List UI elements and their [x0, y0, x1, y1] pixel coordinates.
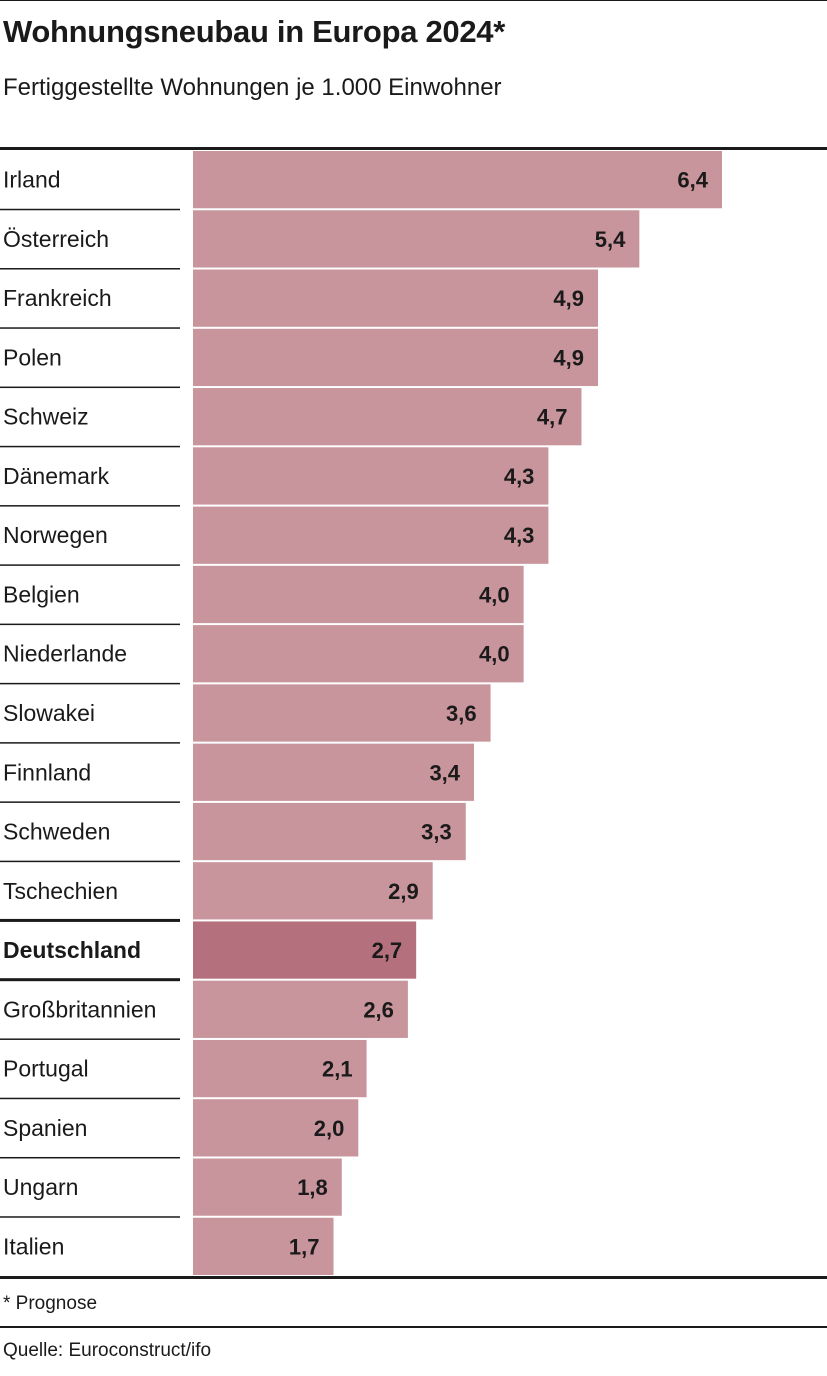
category-label: Irland [3, 167, 61, 193]
value-label: 2,0 [314, 1116, 345, 1141]
row-separator [0, 386, 180, 389]
row-separator [0, 918, 180, 922]
row-separator [0, 1156, 180, 1159]
bar-italien [193, 1217, 334, 1275]
category-label: Portugal [3, 1056, 89, 1082]
category-label: Deutschland [3, 937, 141, 963]
value-label: 3,6 [446, 701, 477, 726]
value-label: 3,4 [429, 760, 460, 785]
row-separator [0, 742, 180, 744]
category-label: Frankreich [3, 285, 112, 311]
row-separator [0, 327, 180, 329]
value-label: 1,7 [289, 1234, 320, 1259]
value-label: 5,4 [595, 227, 626, 252]
category-label: Schweiz [3, 404, 89, 430]
category-label: Polen [3, 344, 62, 370]
bar-deutschland [193, 921, 417, 979]
category-label: Belgien [3, 581, 80, 607]
category-label: Großbritannien [3, 996, 156, 1022]
category-label: Ungarn [3, 1174, 78, 1200]
category-label: Spanien [3, 1115, 87, 1141]
bar-norwegen [193, 506, 549, 564]
bar-portugal [193, 1039, 367, 1098]
chart-title: Wohnungsneubau in Europa 2024* [3, 14, 505, 49]
value-label: 4,0 [479, 642, 510, 667]
value-label: 4,7 [537, 405, 568, 430]
value-label: 4,3 [504, 523, 535, 548]
category-label: Dänemark [3, 463, 110, 489]
chart-subtitle: Fertiggestellte Wohnungen je 1.000 Einwo… [3, 74, 502, 101]
row-separator [0, 505, 180, 507]
value-label: 4,9 [553, 345, 584, 370]
category-label: Niederlande [3, 641, 127, 667]
chart-bottom-rule [0, 1276, 827, 1279]
row-separator [0, 268, 180, 270]
value-label: 4,3 [504, 464, 535, 489]
row-separator [0, 860, 180, 863]
bar-slowakei [193, 684, 491, 742]
source-note: Quelle: Euroconstruct/ifo [3, 1340, 212, 1361]
bar-schweden [193, 802, 466, 861]
bar-polen [193, 328, 599, 387]
row-separator [0, 623, 180, 626]
footnote-rule [0, 1326, 827, 1328]
category-label: Slowakei [3, 700, 95, 726]
row-separator [0, 682, 180, 685]
value-label: 3,3 [421, 820, 452, 845]
bar-belgien [193, 565, 524, 624]
value-label: 6,4 [677, 168, 708, 193]
bar-schweiz [193, 388, 582, 446]
category-label: Italien [3, 1233, 64, 1259]
bar-großbritannien [193, 980, 408, 1038]
bar-irland [193, 151, 722, 209]
value-label: 2,9 [388, 879, 419, 904]
value-label: 2,6 [363, 997, 394, 1022]
row-separator [0, 801, 180, 803]
row-separator [0, 445, 180, 448]
row-separator [0, 1216, 180, 1218]
category-label: Finnland [3, 759, 91, 785]
chart-top-rule [0, 147, 827, 150]
value-label: 4,9 [553, 286, 584, 311]
row-separator [0, 1038, 180, 1040]
bar-frankreich [193, 269, 599, 327]
bar-ungarn [193, 1158, 342, 1216]
footnote: * Prognose [3, 1293, 98, 1314]
category-label: Norwegen [3, 522, 108, 548]
row-separator [0, 208, 180, 211]
value-label: 4,0 [479, 582, 510, 607]
row-separator [0, 564, 180, 566]
top-rule [0, 0, 827, 1]
category-label: Tschechien [3, 878, 118, 904]
value-label: 2,1 [322, 1057, 353, 1082]
row-separator [0, 978, 180, 982]
bar-niederlande [193, 625, 524, 683]
bar-tschechien [193, 862, 433, 920]
category-label: Österreich [3, 226, 109, 252]
row-separator [0, 1097, 180, 1100]
bar-dänemark [193, 447, 549, 505]
bar-spanien [193, 1099, 359, 1157]
bar-österreich [193, 210, 640, 268]
bar-finnland [193, 743, 475, 801]
value-label: 1,8 [297, 1175, 328, 1200]
value-label: 2,7 [372, 938, 403, 963]
category-label: Schweden [3, 819, 110, 845]
